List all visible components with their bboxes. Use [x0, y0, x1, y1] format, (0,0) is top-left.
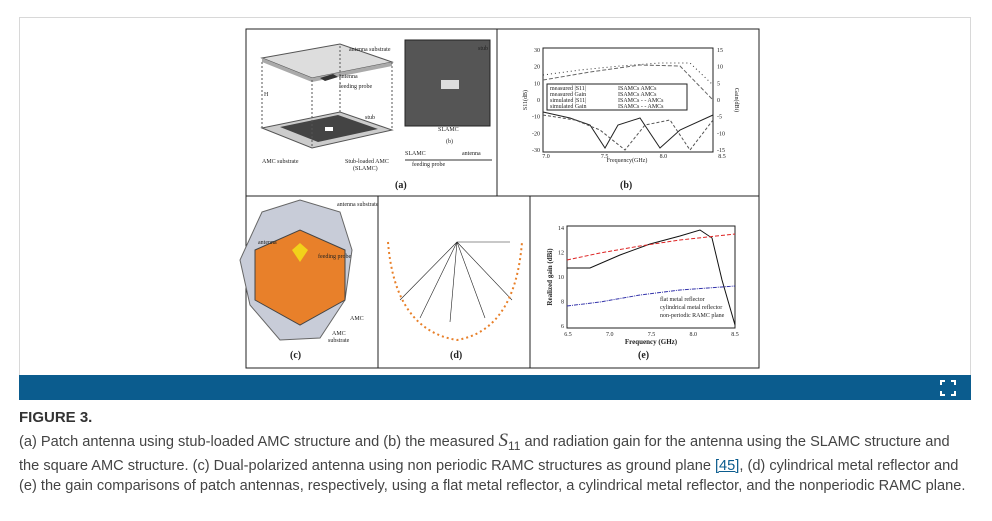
plot-area [542, 47, 714, 153]
curve [567, 229, 736, 326]
legend-entry: ISAMCs AMCs [618, 92, 657, 98]
annotation: feeding probe [412, 161, 445, 168]
annotation: stub [478, 46, 488, 52]
caption-text: and radiation gain for the antenna using… [19, 434, 950, 474]
patch [441, 80, 459, 89]
x-tick-label: 7.5 [601, 154, 609, 160]
y-tick-label: 10 [534, 81, 540, 87]
legend-entry: flat metal reflector [660, 296, 705, 303]
axis-label: Gain(dBi) [733, 88, 740, 112]
figure-caption: (a) Patch antenna using stub-loaded AMC … [19, 431, 969, 496]
x-tick-label: 8.5 [718, 154, 726, 160]
panel-label: (d) [450, 350, 462, 361]
figure-image: (a) antenna substrate antenna feeding pr… [239, 28, 760, 369]
expand-button[interactable] [940, 380, 956, 396]
y-tick-label: -10 [532, 115, 540, 121]
annotation: antenna [339, 74, 358, 80]
plot-area [566, 225, 736, 329]
antenna-patch [292, 243, 308, 262]
subscript: 11 [507, 438, 521, 453]
legend-entry: ISAMCs AMCs [618, 86, 657, 92]
annotation: stub [365, 115, 375, 121]
panel-label: (a) [395, 180, 407, 191]
annotation: H [264, 92, 269, 98]
annotation: feeding probe [339, 83, 372, 90]
axis-label: Frequency (GHz) [625, 338, 678, 346]
y-tick-label: 10 [558, 275, 564, 281]
y-tick-label: 0 [717, 98, 720, 104]
reference-link[interactable]: [45] [715, 457, 740, 474]
curve [542, 111, 714, 149]
y-tick-label: 12 [558, 251, 564, 257]
y-tick-label: -10 [717, 131, 725, 137]
cylindrical-arc [387, 241, 523, 342]
y-tick-label: 15 [717, 48, 723, 54]
amc-surface [254, 229, 346, 326]
panel-label: (c) [290, 350, 301, 361]
legend-entry: ISAMCs - - AMCs [618, 98, 664, 104]
legend-entry: ISAMCs - - AMCs [618, 104, 664, 110]
x-tick-label: 7.0 [542, 154, 550, 160]
x-tick-label: 7.0 [606, 332, 614, 338]
y-tick-label: 10 [717, 65, 723, 71]
y-tick-label: 30 [534, 48, 540, 54]
annotation: antenna substrate [349, 47, 391, 53]
x-tick-label: 7.5 [648, 332, 656, 338]
annotation: AMC substrate [262, 159, 299, 165]
y-tick-label: 8 [561, 300, 564, 306]
curve [542, 62, 714, 86]
annotation: (b) [446, 138, 453, 145]
x-tick-label: 8.5 [731, 332, 739, 338]
panel-label: (b) [620, 180, 632, 191]
curve [566, 285, 736, 307]
legend-entry: measured |S11| [550, 86, 586, 92]
y-tick-label: 0 [537, 98, 540, 104]
annotation: substrate [328, 338, 350, 344]
annotation: antenna [258, 240, 277, 246]
y-tick-label: 20 [534, 65, 540, 71]
x-tick-label: 8.0 [660, 154, 668, 160]
y-tick-label: -20 [532, 131, 540, 137]
axis-label: S11(dB) [522, 90, 529, 110]
legend-entry: measured Gain [550, 92, 586, 98]
annotation: antenna [462, 151, 481, 157]
curve [542, 114, 714, 151]
curve [566, 233, 736, 261]
legend-entry: cylindrical metal reflector [660, 304, 722, 311]
annotation: SLAMC [438, 127, 459, 133]
legend [546, 83, 688, 111]
annotation: Stub-loaded AMC [345, 159, 389, 165]
y-tick-label: -30 [532, 148, 540, 154]
annotation: SLAMC [405, 151, 426, 157]
axis-label: Realized gain (dBi) [546, 248, 554, 306]
y-tick-label: -15 [717, 148, 725, 154]
panel-a-drawing [260, 43, 394, 149]
annotation: AMC [332, 331, 346, 337]
y-tick-label: 5 [717, 81, 720, 87]
annotation: AMC [350, 316, 364, 322]
y-tick-label: 6 [561, 324, 564, 330]
caption-text: (a) Patch antenna using stub-loaded AMC … [19, 434, 499, 450]
figure-toolbar [19, 375, 971, 400]
panel-label: (e) [638, 350, 649, 361]
annotation: (SLAMC) [353, 165, 378, 172]
legend-entry: simulated |S11| [550, 98, 586, 104]
curve [542, 64, 714, 101]
x-tick-label: 6.5 [564, 332, 572, 338]
axis-label: Frequency(GHz) [607, 157, 648, 164]
legend-entry: non-periodic RAMC plane [660, 313, 725, 319]
reflector-geometry [399, 241, 513, 323]
y-tick-label: 14 [558, 226, 564, 232]
figure-label: FIGURE 3. [19, 409, 93, 426]
y-tick-label: -5 [717, 115, 722, 121]
annotation: feeding probe [318, 253, 351, 260]
caption-text: , (d) cylindrical metal reflector and (e… [19, 457, 966, 494]
symbol: S [498, 430, 508, 451]
annotation: antenna substrate [337, 202, 379, 208]
legend-entry: simulated Gain [550, 104, 587, 110]
x-tick-label: 8.0 [690, 332, 698, 338]
